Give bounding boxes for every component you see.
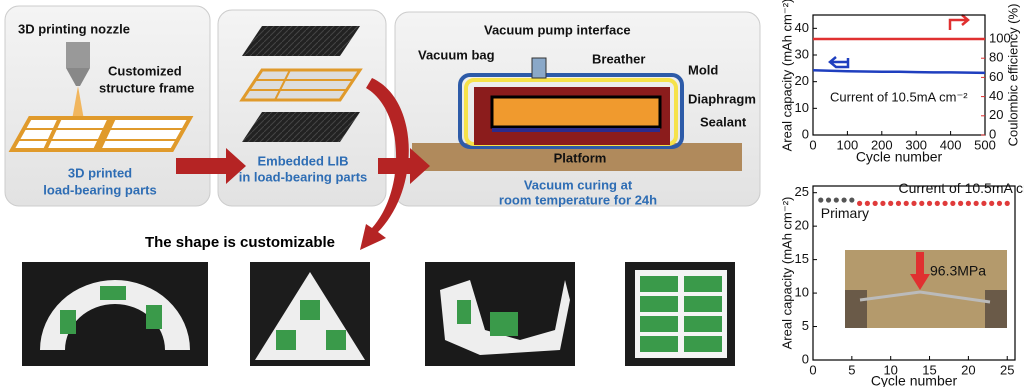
- point: [841, 197, 847, 203]
- point: [996, 200, 1003, 206]
- point: [818, 197, 824, 203]
- y2-axis-label: Coulombic efficiency (%): [1005, 4, 1020, 147]
- y2-tick-label: 20: [989, 107, 1003, 122]
- y-tick-label: 15: [795, 251, 809, 266]
- y-tick-label: 5: [802, 318, 809, 333]
- label: Vacuum bag: [418, 47, 495, 62]
- inset-photo: [845, 250, 1007, 328]
- x-tick-label: 200: [871, 137, 893, 152]
- y2-tick-label: 40: [989, 88, 1003, 103]
- point: [864, 200, 870, 206]
- panel: [4, 5, 211, 207]
- x-tick-label: 0: [809, 362, 816, 377]
- plot-frame: [812, 185, 1016, 361]
- point: [989, 200, 995, 206]
- series-line: [812, 68, 986, 75]
- point: [888, 200, 894, 206]
- y-axis-label: Areal capacity (mAh cm⁻²): [779, 197, 794, 350]
- y-tick-label: 10: [795, 100, 809, 115]
- label: Customized: [108, 63, 182, 78]
- y2-tick-label: 100: [989, 30, 1011, 45]
- series-label: Primary: [821, 205, 869, 221]
- x-tick-label: 300: [905, 137, 927, 152]
- nozzle-illustration: [8, 42, 194, 152]
- label: Mold: [688, 62, 718, 77]
- label: 3D printing nozzle: [18, 21, 130, 36]
- x-tick-label: 100: [837, 137, 859, 152]
- label: Diaphragm: [688, 91, 756, 106]
- point: [825, 197, 832, 203]
- x-axis-label: Cycle number: [871, 373, 958, 387]
- x-tick-label: 20: [961, 362, 975, 377]
- y-tick-label: 40: [795, 20, 809, 35]
- axis-arrow: [828, 56, 850, 69]
- point: [942, 200, 948, 206]
- caption: load-bearing parts: [43, 182, 156, 197]
- arrow: [176, 148, 246, 184]
- point: [880, 200, 886, 206]
- point: [981, 200, 987, 206]
- point: [926, 200, 933, 206]
- y-tick-label: 20: [795, 73, 809, 88]
- x-tick-label: 5: [848, 362, 855, 377]
- layers-illustration: [239, 26, 363, 142]
- x-tick-label: 400: [940, 137, 962, 152]
- label: Breather: [592, 51, 645, 66]
- y-tick-label: 30: [795, 46, 809, 61]
- annotation: 96.3MPa: [930, 263, 986, 279]
- x-axis-label: Cycle number: [856, 149, 943, 165]
- x-tick-label: 0: [809, 137, 816, 152]
- caption: 3D printed: [68, 165, 132, 180]
- y2-tick-label: 80: [989, 50, 1003, 65]
- point: [919, 200, 925, 206]
- point: [911, 200, 917, 206]
- point: [895, 200, 902, 206]
- caption: Vacuum curing at: [524, 177, 633, 192]
- point: [965, 200, 971, 206]
- photo: [425, 262, 575, 366]
- label: structure frame: [99, 80, 194, 95]
- y-tick-label: 25: [795, 184, 809, 199]
- label: Sealant: [700, 114, 747, 129]
- point: [934, 200, 940, 206]
- y2-tick-label: 0: [989, 126, 996, 141]
- section-title: The shape is customizable: [145, 234, 335, 251]
- y-tick-label: 10: [795, 285, 809, 300]
- label: Vacuum pump interface: [484, 22, 631, 37]
- label: Platform: [554, 150, 607, 165]
- caption: room temperature for 24h: [499, 192, 657, 207]
- series-label: Current of 10.5mA cm⁻²: [898, 180, 1024, 196]
- x-tick-label: 10: [883, 362, 897, 377]
- point: [1004, 200, 1010, 206]
- point: [833, 197, 839, 203]
- arrow: [360, 78, 409, 250]
- point: [857, 200, 863, 206]
- point: [903, 200, 909, 206]
- caption: Embedded LIB: [257, 153, 348, 168]
- caption: in load-bearing parts: [239, 169, 368, 184]
- axis-arrow: [948, 14, 970, 30]
- point: [849, 197, 855, 203]
- x-tick-label: 15: [922, 362, 936, 377]
- y-axis-label: Areal capacity (mAh cm⁻²): [779, 0, 794, 151]
- photo: [250, 262, 370, 366]
- x-tick-label: 25: [1000, 362, 1014, 377]
- point: [958, 200, 964, 206]
- vacuum-illustration: [412, 57, 742, 171]
- plot-frame: [812, 14, 986, 136]
- photo: [625, 262, 735, 366]
- y-tick-label: 0: [802, 126, 809, 141]
- y-tick-label: 20: [795, 218, 809, 233]
- point: [973, 200, 979, 206]
- point: [950, 200, 956, 206]
- y-tick-label: 0: [802, 351, 809, 366]
- x-tick-label: 500: [974, 137, 996, 152]
- point: [872, 200, 878, 206]
- y2-tick-label: 60: [989, 69, 1003, 84]
- photo: [22, 262, 208, 366]
- annotation: Current of 10.5mA cm⁻²: [830, 89, 968, 104]
